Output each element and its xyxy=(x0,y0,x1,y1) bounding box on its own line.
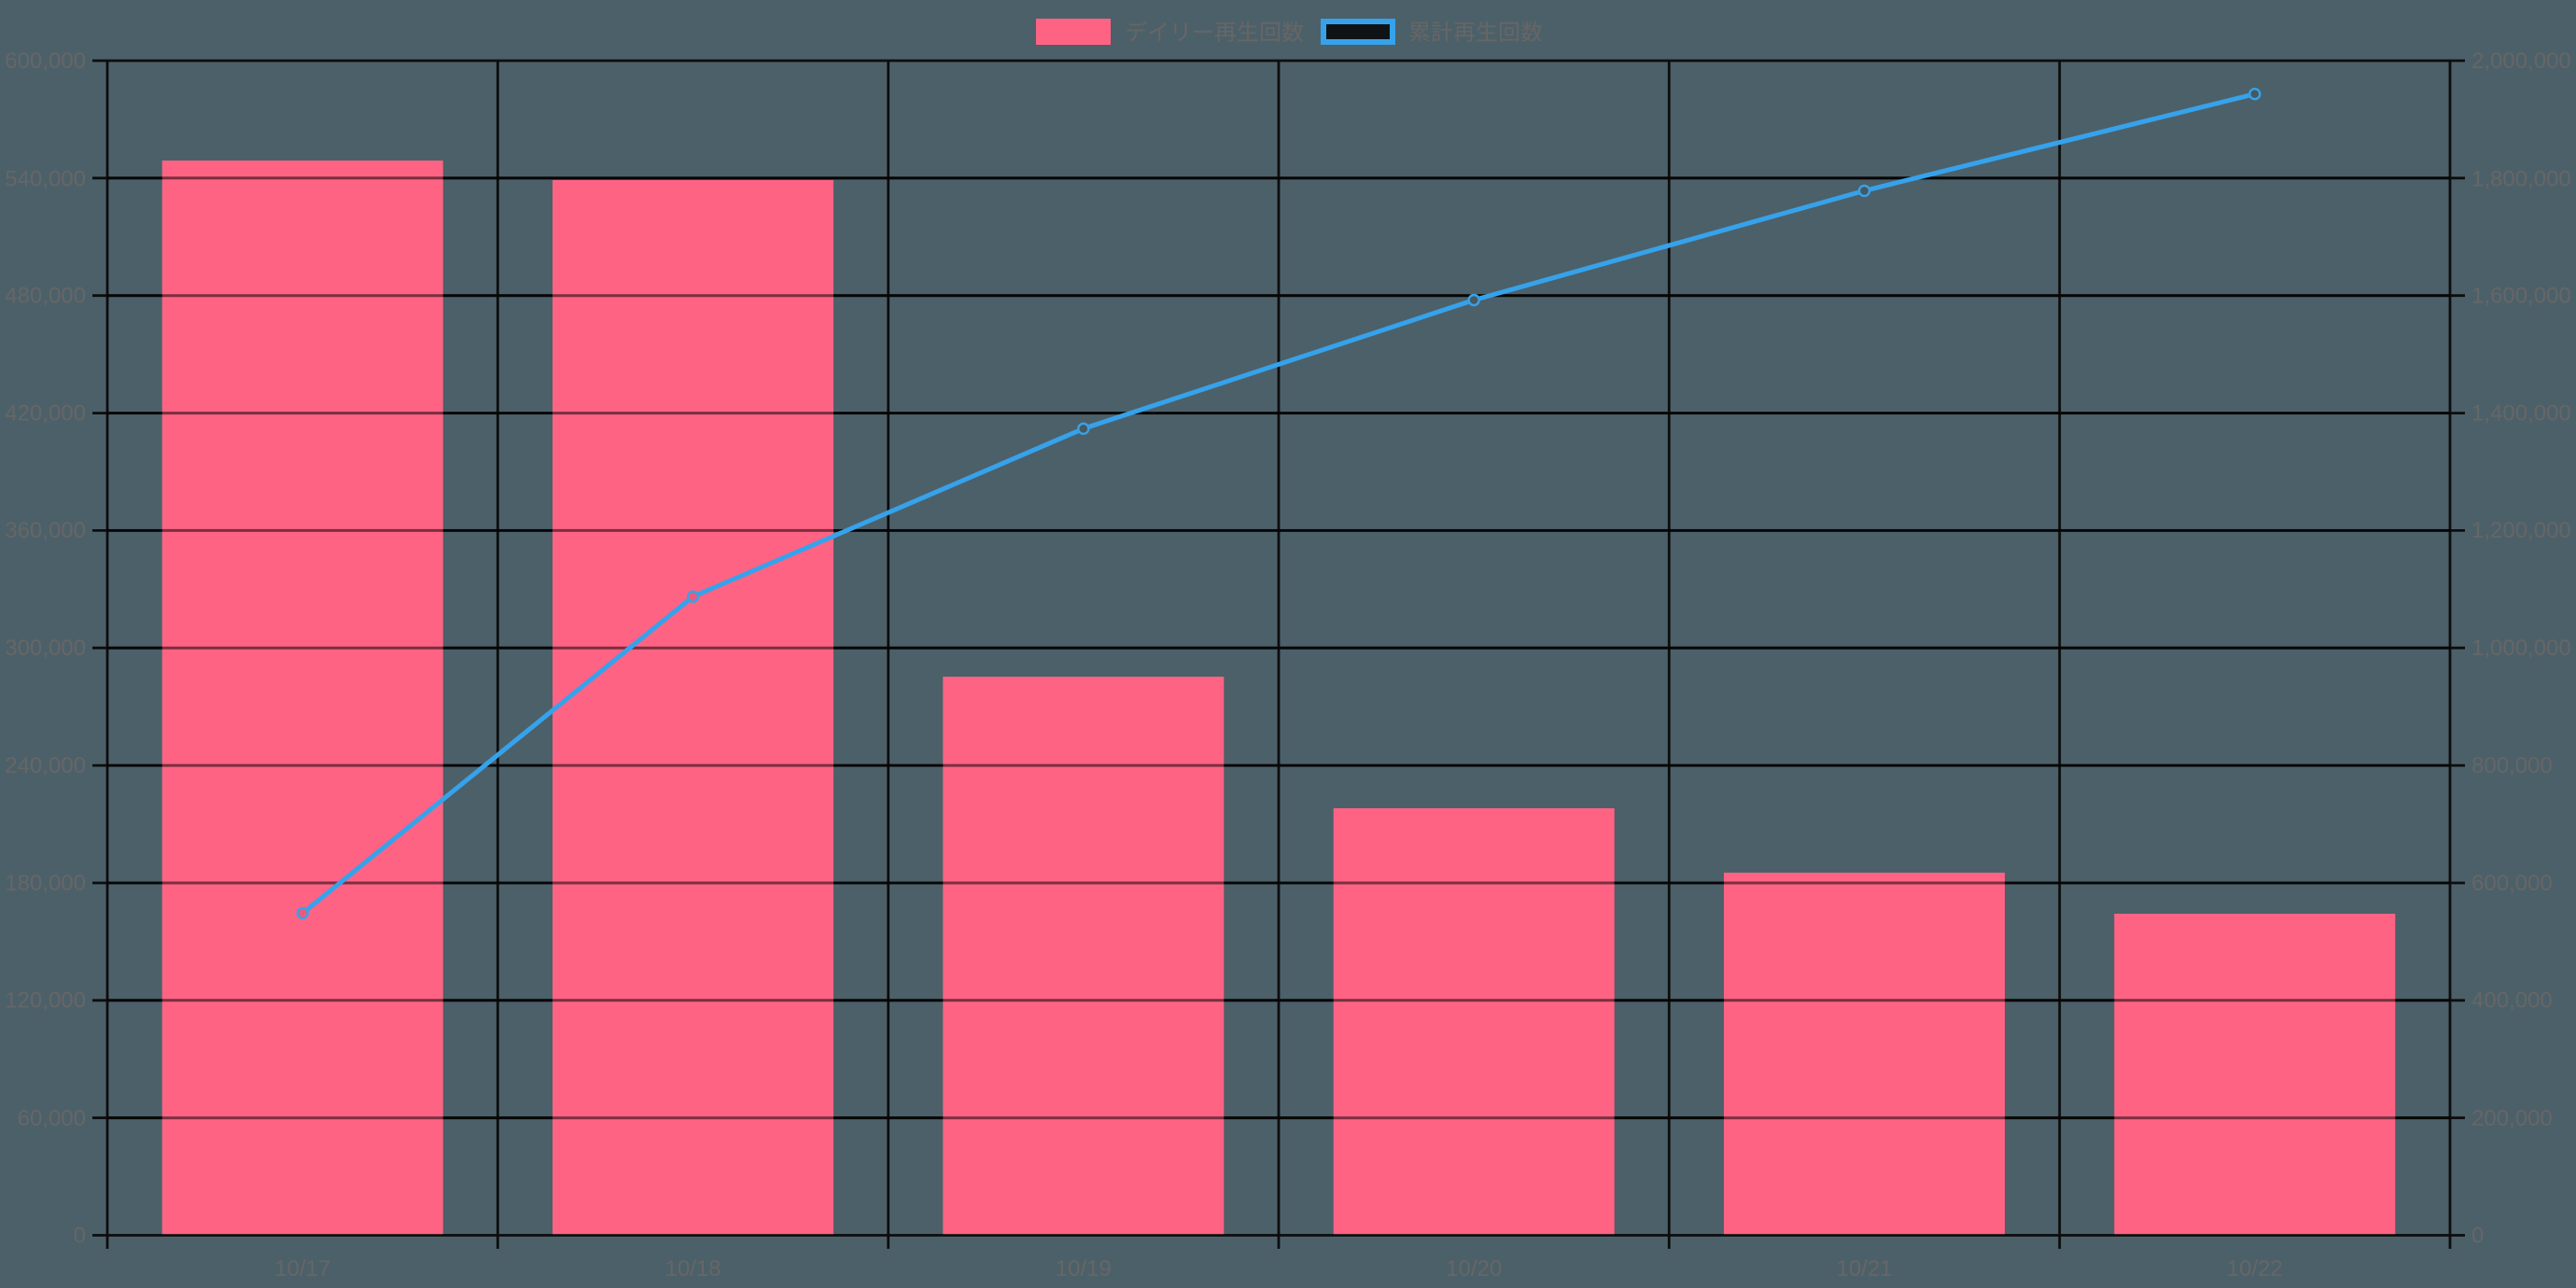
svg-text:240,000: 240,000 xyxy=(5,753,86,778)
svg-text:1,600,000: 1,600,000 xyxy=(2471,284,2571,309)
svg-text:60,000: 60,000 xyxy=(18,1106,86,1131)
svg-text:1,000,000: 1,000,000 xyxy=(2471,636,2571,661)
svg-text:10/19: 10/19 xyxy=(1056,1256,1112,1281)
svg-text:420,000: 420,000 xyxy=(5,400,86,426)
svg-text:180,000: 180,000 xyxy=(5,871,86,896)
svg-text:2,000,000: 2,000,000 xyxy=(2471,49,2571,74)
svg-text:200,000: 200,000 xyxy=(2471,1106,2553,1131)
svg-text:120,000: 120,000 xyxy=(5,988,86,1014)
svg-text:1,200,000: 1,200,000 xyxy=(2471,518,2571,543)
svg-text:10/22: 10/22 xyxy=(2227,1256,2283,1281)
svg-text:600,000: 600,000 xyxy=(2471,871,2553,896)
svg-text:360,000: 360,000 xyxy=(5,518,86,543)
svg-text:10/18: 10/18 xyxy=(665,1256,721,1281)
svg-text:10/17: 10/17 xyxy=(274,1256,330,1281)
svg-text:800,000: 800,000 xyxy=(2471,753,2553,778)
svg-text:300,000: 300,000 xyxy=(5,636,86,661)
svg-text:600,000: 600,000 xyxy=(5,49,86,74)
svg-text:540,000: 540,000 xyxy=(5,166,86,191)
svg-text:10/20: 10/20 xyxy=(1446,1256,1502,1281)
svg-text:400,000: 400,000 xyxy=(2471,988,2553,1014)
svg-text:1,800,000: 1,800,000 xyxy=(2471,166,2571,191)
svg-text:0: 0 xyxy=(74,1223,86,1248)
svg-text:480,000: 480,000 xyxy=(5,284,86,309)
svg-text:0: 0 xyxy=(2471,1223,2484,1248)
svg-text:10/21: 10/21 xyxy=(1836,1256,1892,1281)
svg-text:1,400,000: 1,400,000 xyxy=(2471,400,2571,426)
